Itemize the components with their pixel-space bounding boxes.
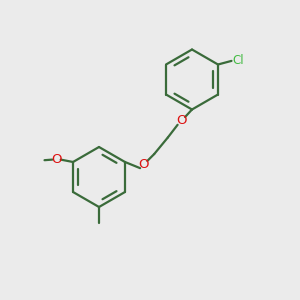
Text: O: O (176, 114, 187, 128)
Text: Cl: Cl (233, 54, 244, 68)
Text: O: O (51, 153, 62, 166)
Text: O: O (139, 158, 149, 171)
